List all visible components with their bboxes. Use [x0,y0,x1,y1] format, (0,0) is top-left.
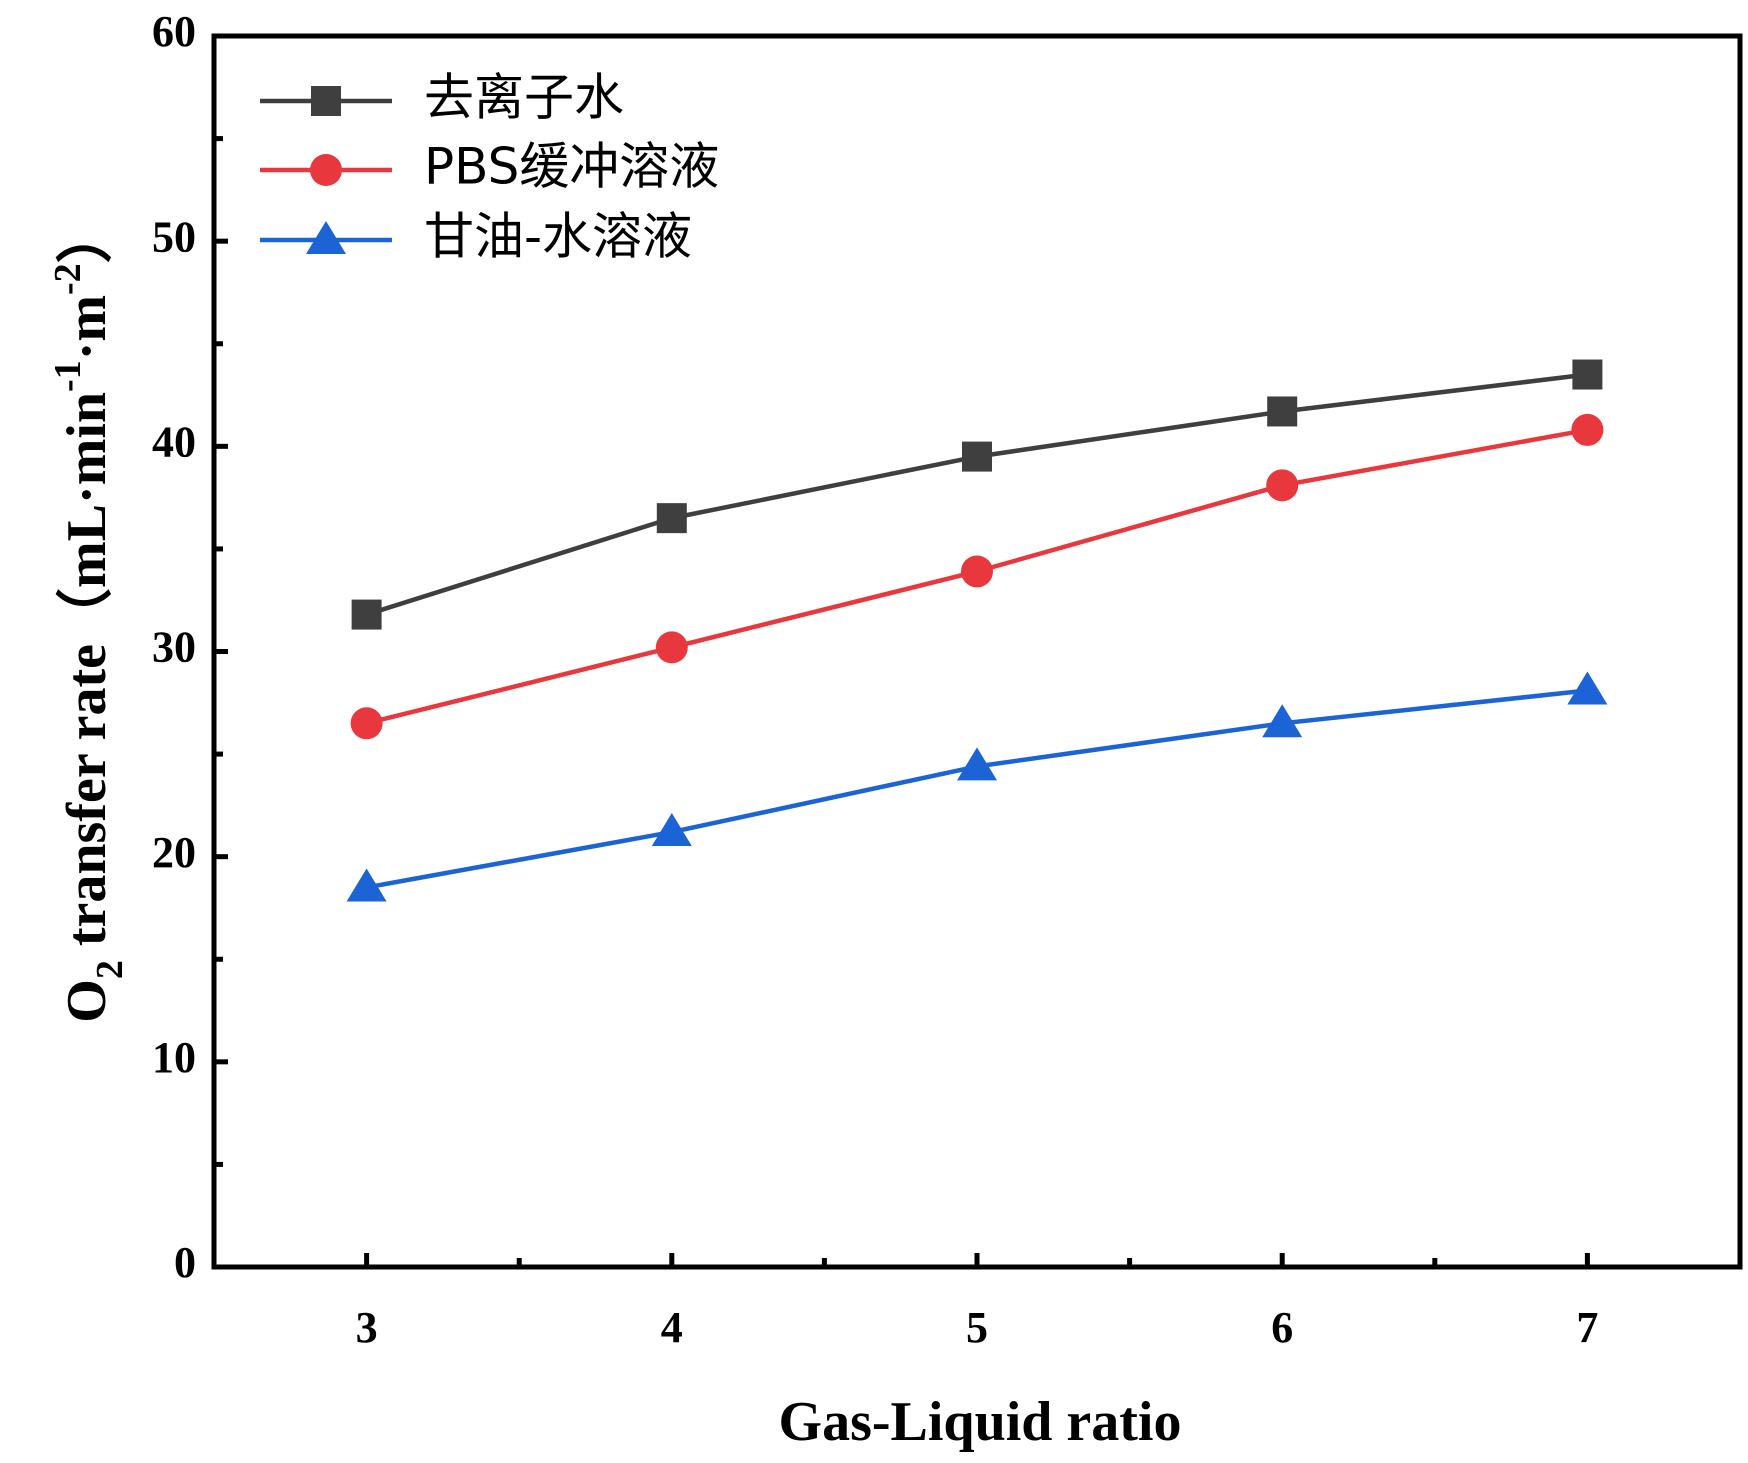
y-axis-title-sub: 2 [89,960,131,979]
series-0 [351,359,1603,630]
series-0-point-4 [1572,359,1603,390]
series-2 [346,671,1608,902]
y-tick-label-20: 20 [152,828,196,877]
series-1-point-4 [1571,413,1604,446]
legend-marker-2 [306,221,346,254]
y-axis-title-rest: transfer rate（mL·min [55,392,118,960]
y-tick-label-60: 60 [152,7,196,56]
series-2-point-4 [1567,671,1608,705]
series-1-point-3 [1266,469,1299,502]
legend-marker-0 [311,86,341,116]
series-2-point-0 [346,868,387,902]
legend-item-2: 甘油-水溶液 [260,208,692,266]
y-tick-label-0: 0 [174,1238,196,1287]
y-axis-title-main: O [56,979,118,1023]
series-0-point-0 [351,599,382,630]
x-tick-label-3: 3 [356,1303,378,1352]
series-0-point-1 [656,503,687,534]
x-axis-title: Gas-Liquid ratio [779,1391,1182,1453]
axis-ticks: 0 10 20 30 40 50 60 3 4 5 6 7 [152,7,1598,1352]
series-0-point-3 [1267,396,1298,427]
series-1-point-1 [655,631,688,664]
legend-item-1: PBS缓冲溶液 [260,138,719,196]
legend-marker-1 [310,154,342,186]
y-tick-label-50: 50 [152,212,196,261]
series-0-point-2 [962,441,992,472]
legend-label-0: 去离子水 [424,69,624,127]
series-1-point-2 [961,555,993,588]
y-tick-label-30: 30 [152,623,196,672]
y-axis-title-mid: ·m [56,295,118,360]
y-tick-label-10: 10 [152,1033,196,1082]
legend-label-2: 甘油-水溶液 [424,208,692,266]
series-2-point-1 [651,813,692,847]
x-tick-label-4: 4 [661,1303,683,1352]
y-tick-label-40: 40 [152,417,196,466]
series-2-line [366,688,1588,890]
y-axis-title-sup2: -2 [47,263,89,295]
plot-frame [211,33,1743,1270]
legend-label-1: PBS缓冲溶液 [424,138,719,196]
legend-item-0: 去离子水 [260,69,624,127]
y-axis-title: O2 transfer rate（mL·min-1·m-2） [47,207,131,1022]
y-axis-title-sup1: -1 [47,360,89,392]
series-1-point-0 [350,707,383,740]
series-2-point-3 [1262,704,1303,738]
x-tick-label-5: 5 [966,1303,988,1352]
series-layer [346,359,1608,902]
svg-text:O2 transfer rate（mL·min-1·m-2）: O2 transfer rate（mL·min-1·m-2） [47,207,131,1022]
x-tick-label-7: 7 [1576,1303,1598,1352]
x-tick-label-6: 6 [1271,1303,1293,1352]
series-1 [350,413,1604,740]
series-2-point-2 [957,747,997,781]
y-axis-title-end: ） [55,207,118,263]
